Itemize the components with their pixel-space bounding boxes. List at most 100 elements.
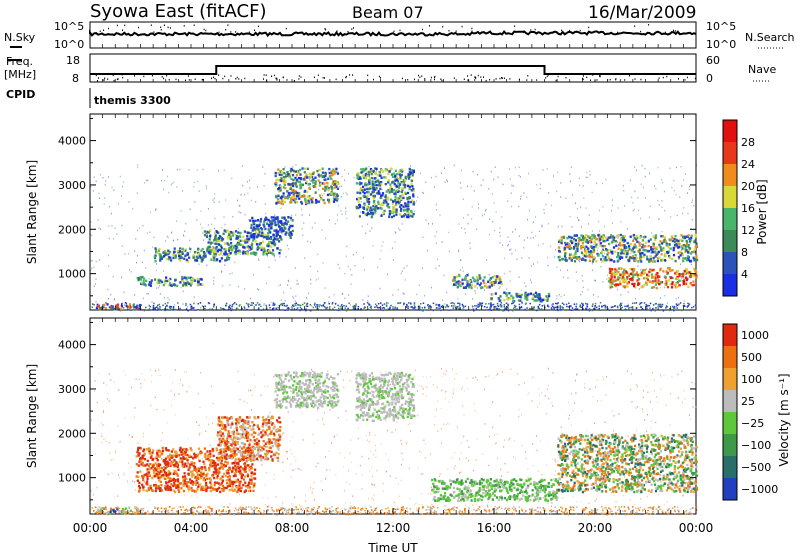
noise-point bbox=[325, 476, 327, 478]
ground-scatter-point bbox=[514, 308, 517, 310]
echo-point bbox=[377, 184, 380, 187]
noise-point bbox=[655, 442, 657, 444]
echo-point bbox=[170, 284, 173, 287]
noise-point bbox=[229, 284, 231, 286]
noise-point bbox=[110, 293, 112, 296]
echo-point bbox=[373, 202, 376, 206]
nave-point bbox=[509, 78, 511, 80]
echo-point bbox=[628, 245, 631, 248]
echo-point bbox=[358, 176, 362, 179]
noise-point bbox=[537, 261, 539, 264]
ground-scatter-point bbox=[581, 306, 583, 309]
echo-point bbox=[169, 250, 172, 254]
ground-scatter-point bbox=[602, 304, 605, 307]
noise-point bbox=[494, 434, 496, 436]
echo-point bbox=[395, 190, 398, 193]
nsearch-point bbox=[160, 29, 162, 31]
echo-point bbox=[410, 172, 413, 175]
echo-point bbox=[138, 307, 141, 310]
noise-point bbox=[511, 205, 513, 208]
noise-point bbox=[640, 183, 642, 186]
ground-scatter-point bbox=[529, 302, 531, 305]
echo-point bbox=[330, 186, 333, 189]
noise-point bbox=[402, 458, 404, 461]
noise-point bbox=[305, 494, 306, 496]
noise-point bbox=[267, 385, 269, 388]
echo-point bbox=[135, 305, 138, 309]
echo-point bbox=[159, 255, 163, 258]
noise-point bbox=[424, 457, 426, 459]
echo-point bbox=[295, 197, 298, 200]
noise-point bbox=[124, 304, 125, 306]
noise-point bbox=[484, 423, 486, 425]
echo-point bbox=[283, 176, 286, 179]
noise-point bbox=[632, 202, 634, 204]
echo-point bbox=[459, 280, 462, 284]
echo-point bbox=[336, 194, 339, 198]
noise-point bbox=[595, 279, 596, 282]
echo-point bbox=[252, 221, 255, 224]
echo-point bbox=[300, 195, 303, 199]
echo-point bbox=[618, 241, 622, 245]
noise-point bbox=[171, 231, 173, 233]
echo-point bbox=[406, 215, 409, 219]
echo-point bbox=[689, 282, 693, 285]
noise-point bbox=[108, 400, 110, 402]
noise-point bbox=[468, 446, 470, 448]
echo-point bbox=[664, 252, 667, 256]
echo-point bbox=[242, 235, 245, 239]
ground-scatter-point bbox=[642, 308, 644, 311]
noise-point bbox=[556, 297, 558, 300]
echo-point bbox=[402, 179, 405, 182]
noise-point bbox=[91, 234, 93, 237]
ground-scatter-point bbox=[164, 308, 166, 310]
ground-scatter-point bbox=[285, 305, 287, 307]
echo-point bbox=[366, 206, 369, 209]
echo-point bbox=[574, 252, 577, 255]
noise-point bbox=[308, 292, 310, 295]
echo-point bbox=[311, 175, 314, 179]
noise-point bbox=[159, 284, 161, 287]
echo-point bbox=[273, 229, 276, 232]
nave-point bbox=[694, 77, 696, 80]
echo-point bbox=[229, 236, 232, 239]
noise-point bbox=[370, 450, 372, 452]
ground-scatter-point bbox=[295, 302, 298, 304]
ground-scatter-point bbox=[231, 305, 233, 308]
echo-point bbox=[631, 278, 634, 282]
ground-scatter-point bbox=[547, 305, 550, 308]
noise-point bbox=[150, 211, 151, 214]
echo-point bbox=[261, 231, 264, 234]
nave-point bbox=[495, 78, 497, 80]
echo-point bbox=[157, 249, 160, 253]
noise-point bbox=[201, 457, 203, 460]
noise-point bbox=[605, 178, 607, 181]
echo-point bbox=[275, 181, 278, 184]
echo-point bbox=[155, 251, 158, 254]
echo-point bbox=[655, 273, 658, 276]
echo-point bbox=[694, 269, 697, 272]
noise-point bbox=[638, 209, 640, 212]
echo-point bbox=[208, 238, 211, 241]
ground-scatter-point bbox=[154, 308, 156, 310]
echo-point bbox=[585, 245, 588, 248]
echo-point bbox=[336, 182, 340, 185]
ground-scatter-point bbox=[665, 307, 667, 309]
noise-point bbox=[471, 509, 473, 511]
nave-point bbox=[424, 79, 426, 82]
noise-point bbox=[517, 486, 519, 489]
noise-point bbox=[421, 385, 423, 388]
noise-point bbox=[671, 376, 673, 378]
noise-point bbox=[207, 208, 209, 210]
noise-point bbox=[190, 474, 192, 477]
echo-point bbox=[578, 256, 581, 259]
ground-scatter-point bbox=[472, 308, 475, 310]
noise-point bbox=[135, 378, 137, 380]
ground-scatter-point bbox=[661, 305, 663, 308]
echo-point bbox=[560, 236, 563, 239]
echo-point bbox=[664, 254, 667, 257]
freq-panel bbox=[89, 53, 697, 83]
echo-point bbox=[622, 280, 625, 283]
nave-point bbox=[480, 76, 482, 78]
echo-point bbox=[195, 259, 199, 262]
